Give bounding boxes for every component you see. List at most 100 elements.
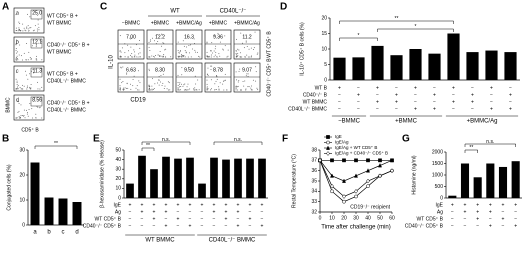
event-dot (255, 80, 257, 82)
event-dot (15, 44, 17, 46)
condition-label: CD40⁻/⁻ CD5⁺ B (405, 223, 444, 229)
condition-sign: − (376, 92, 379, 98)
condition-sign: + (476, 209, 479, 215)
event-dot (180, 83, 182, 85)
condition-sign: − (452, 106, 455, 112)
event-dot (148, 56, 150, 58)
plot-condition: CD40L⁻/⁻ BMMC (47, 78, 86, 84)
event-dot (190, 44, 192, 46)
condition-sign: + (433, 92, 436, 98)
event-dot (185, 51, 187, 53)
event-dot (235, 87, 237, 89)
group-label: +BMMC/Ag (467, 119, 498, 125)
event-dot (30, 87, 32, 89)
event-dot (30, 70, 32, 72)
event-dot (177, 87, 179, 89)
event-dot (210, 54, 212, 56)
event-dot (169, 89, 171, 91)
condition-sign: − (464, 216, 467, 222)
event-dot (158, 84, 160, 86)
event-dot (124, 56, 126, 58)
condition-sign: + (237, 209, 240, 215)
group-label: −BMMC (338, 119, 361, 125)
event-dot (161, 45, 163, 47)
event-dot (236, 55, 238, 57)
bar (162, 156, 170, 198)
event-dot (224, 73, 226, 75)
event-dot (164, 85, 166, 87)
condition-sign: + (464, 202, 467, 208)
event-dot (210, 89, 212, 91)
event-dot (25, 30, 27, 32)
event-dot (148, 70, 150, 72)
event-dot (15, 27, 17, 29)
condition-sign: + (395, 92, 398, 98)
condition-sign: − (165, 216, 168, 222)
x-tick-label: b (47, 230, 51, 236)
event-dot (135, 56, 137, 58)
event-dot (237, 81, 239, 83)
group-label: +BMMC (395, 119, 418, 125)
condition-sign: − (213, 216, 216, 222)
condition-sign: + (129, 202, 132, 208)
event-dot (222, 49, 224, 51)
event-dot (237, 89, 239, 91)
event-dot (126, 83, 128, 85)
event-dot (188, 66, 190, 68)
event-dot (183, 89, 185, 91)
event-dot (131, 56, 133, 58)
event-dot (195, 83, 197, 85)
data-point (354, 188, 358, 194)
event-dot (15, 117, 17, 119)
x-tick-label: 50 (377, 215, 383, 221)
event-dot (15, 88, 17, 90)
condition-sign: + (338, 85, 341, 91)
column-label: +BMMC/Ag (234, 20, 260, 26)
event-dot (219, 82, 221, 84)
event-dot (245, 75, 247, 77)
event-dot (35, 117, 37, 119)
event-dot (183, 55, 185, 57)
event-dot (243, 47, 245, 49)
event-dot (37, 14, 39, 16)
event-dot (134, 54, 136, 56)
event-dot (207, 74, 209, 76)
event-dot (29, 27, 31, 29)
gate-value: 9.36 (213, 34, 223, 40)
event-dot (157, 40, 159, 42)
event-dot (193, 89, 195, 91)
condition-sign: − (177, 223, 180, 229)
event-dot (236, 86, 238, 88)
condition-sign: − (189, 209, 192, 215)
gate-value: 25.0 (32, 10, 42, 16)
event-dot (187, 83, 189, 85)
event-dot (16, 83, 18, 85)
bar (460, 163, 470, 198)
annotation: CD19⁻/⁻ recipient (350, 204, 390, 210)
condition-sign: − (414, 92, 417, 98)
event-dot (238, 49, 240, 51)
bar (30, 162, 40, 225)
event-dot (184, 83, 186, 85)
event-dot (123, 88, 125, 90)
flow-plot (146, 29, 174, 60)
event-dot (151, 89, 153, 91)
condition-sign: + (489, 223, 492, 229)
y-tick-label: 0 (324, 77, 327, 83)
bar (234, 158, 242, 198)
event-dot (238, 70, 240, 72)
condition-sign: − (338, 99, 341, 105)
event-dot (180, 55, 182, 57)
event-dot (148, 84, 150, 86)
x-tick-label: 10 (329, 215, 335, 221)
plot-condition: CD40L⁻/⁻ BMMC (47, 107, 86, 113)
event-dot (239, 68, 241, 70)
event-dot (16, 82, 18, 84)
event-dot (29, 86, 31, 88)
data-point (342, 178, 346, 183)
event-dot (180, 86, 182, 88)
x-tick-label: d (75, 230, 78, 236)
condition-label: Ag (115, 209, 121, 215)
event-dot (188, 45, 190, 47)
bar (448, 195, 457, 198)
